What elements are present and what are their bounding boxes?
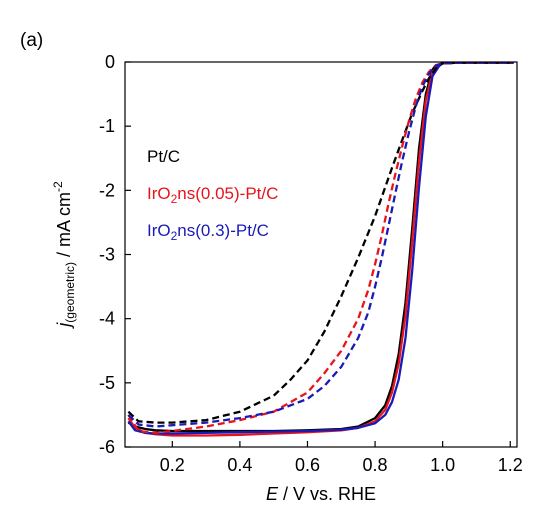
panel-label: (a) xyxy=(20,30,43,51)
y-axis-label-unit: / mA cm xyxy=(54,192,74,262)
x-tick-label: 0.8 xyxy=(363,455,388,475)
x-axis-label: E / V vs. RHE xyxy=(266,484,376,504)
series-line-5-dashed xyxy=(128,63,513,427)
x-tick-label: 0.6 xyxy=(295,455,320,475)
y-tick-label: -5 xyxy=(99,373,115,393)
legend: Pt/C IrO2ns(0.05)-Pt/C IrO2ns(0.3)-Pt/C xyxy=(147,147,278,243)
y-tick-label: -4 xyxy=(99,309,115,329)
legend-entry: IrO2ns(0.3)-Pt/C xyxy=(147,221,269,243)
x-axis: 0.2 0.4 0.6 0.8 1.0 1.2 xyxy=(160,441,523,475)
series-line-4-dashed xyxy=(128,63,513,433)
x-tick-label: 1.2 xyxy=(498,455,523,475)
y-tick-label: -1 xyxy=(99,116,115,136)
x-tick-label: 1.0 xyxy=(430,455,455,475)
x-tick-label: 0.4 xyxy=(227,455,252,475)
y-tick-label: -2 xyxy=(99,180,115,200)
y-axis-label: j(geometric) / mA cm-2 xyxy=(51,181,77,330)
legend-text-part: ns(0.3)-Pt/C xyxy=(177,221,269,240)
series-line-1-solid xyxy=(128,63,513,436)
y-axis-label-sup: -2 xyxy=(51,181,65,192)
series-layer xyxy=(128,63,513,436)
legend-text-part: ns(0.05)-Pt/C xyxy=(177,184,278,203)
series-line-0-solid xyxy=(128,63,513,431)
legend-entry: IrO2ns(0.05)-Pt/C xyxy=(147,184,278,206)
y-tick-label: 0 xyxy=(105,52,115,72)
legend-text-part: IrO xyxy=(147,184,171,203)
y-tick-label: -6 xyxy=(99,437,115,457)
series-line-3-dashed xyxy=(128,63,513,423)
legend-entry: Pt/C xyxy=(147,147,180,166)
y-axis: 0 -1 -2 -3 -4 -5 -6 xyxy=(99,52,131,457)
x-axis-label-unit: / V vs. RHE xyxy=(278,484,376,504)
x-tick-label: 0.2 xyxy=(160,455,185,475)
legend-text-part: IrO xyxy=(147,221,171,240)
y-tick-label: -3 xyxy=(99,245,115,265)
y-axis-label-sub: (geometric) xyxy=(63,262,77,323)
